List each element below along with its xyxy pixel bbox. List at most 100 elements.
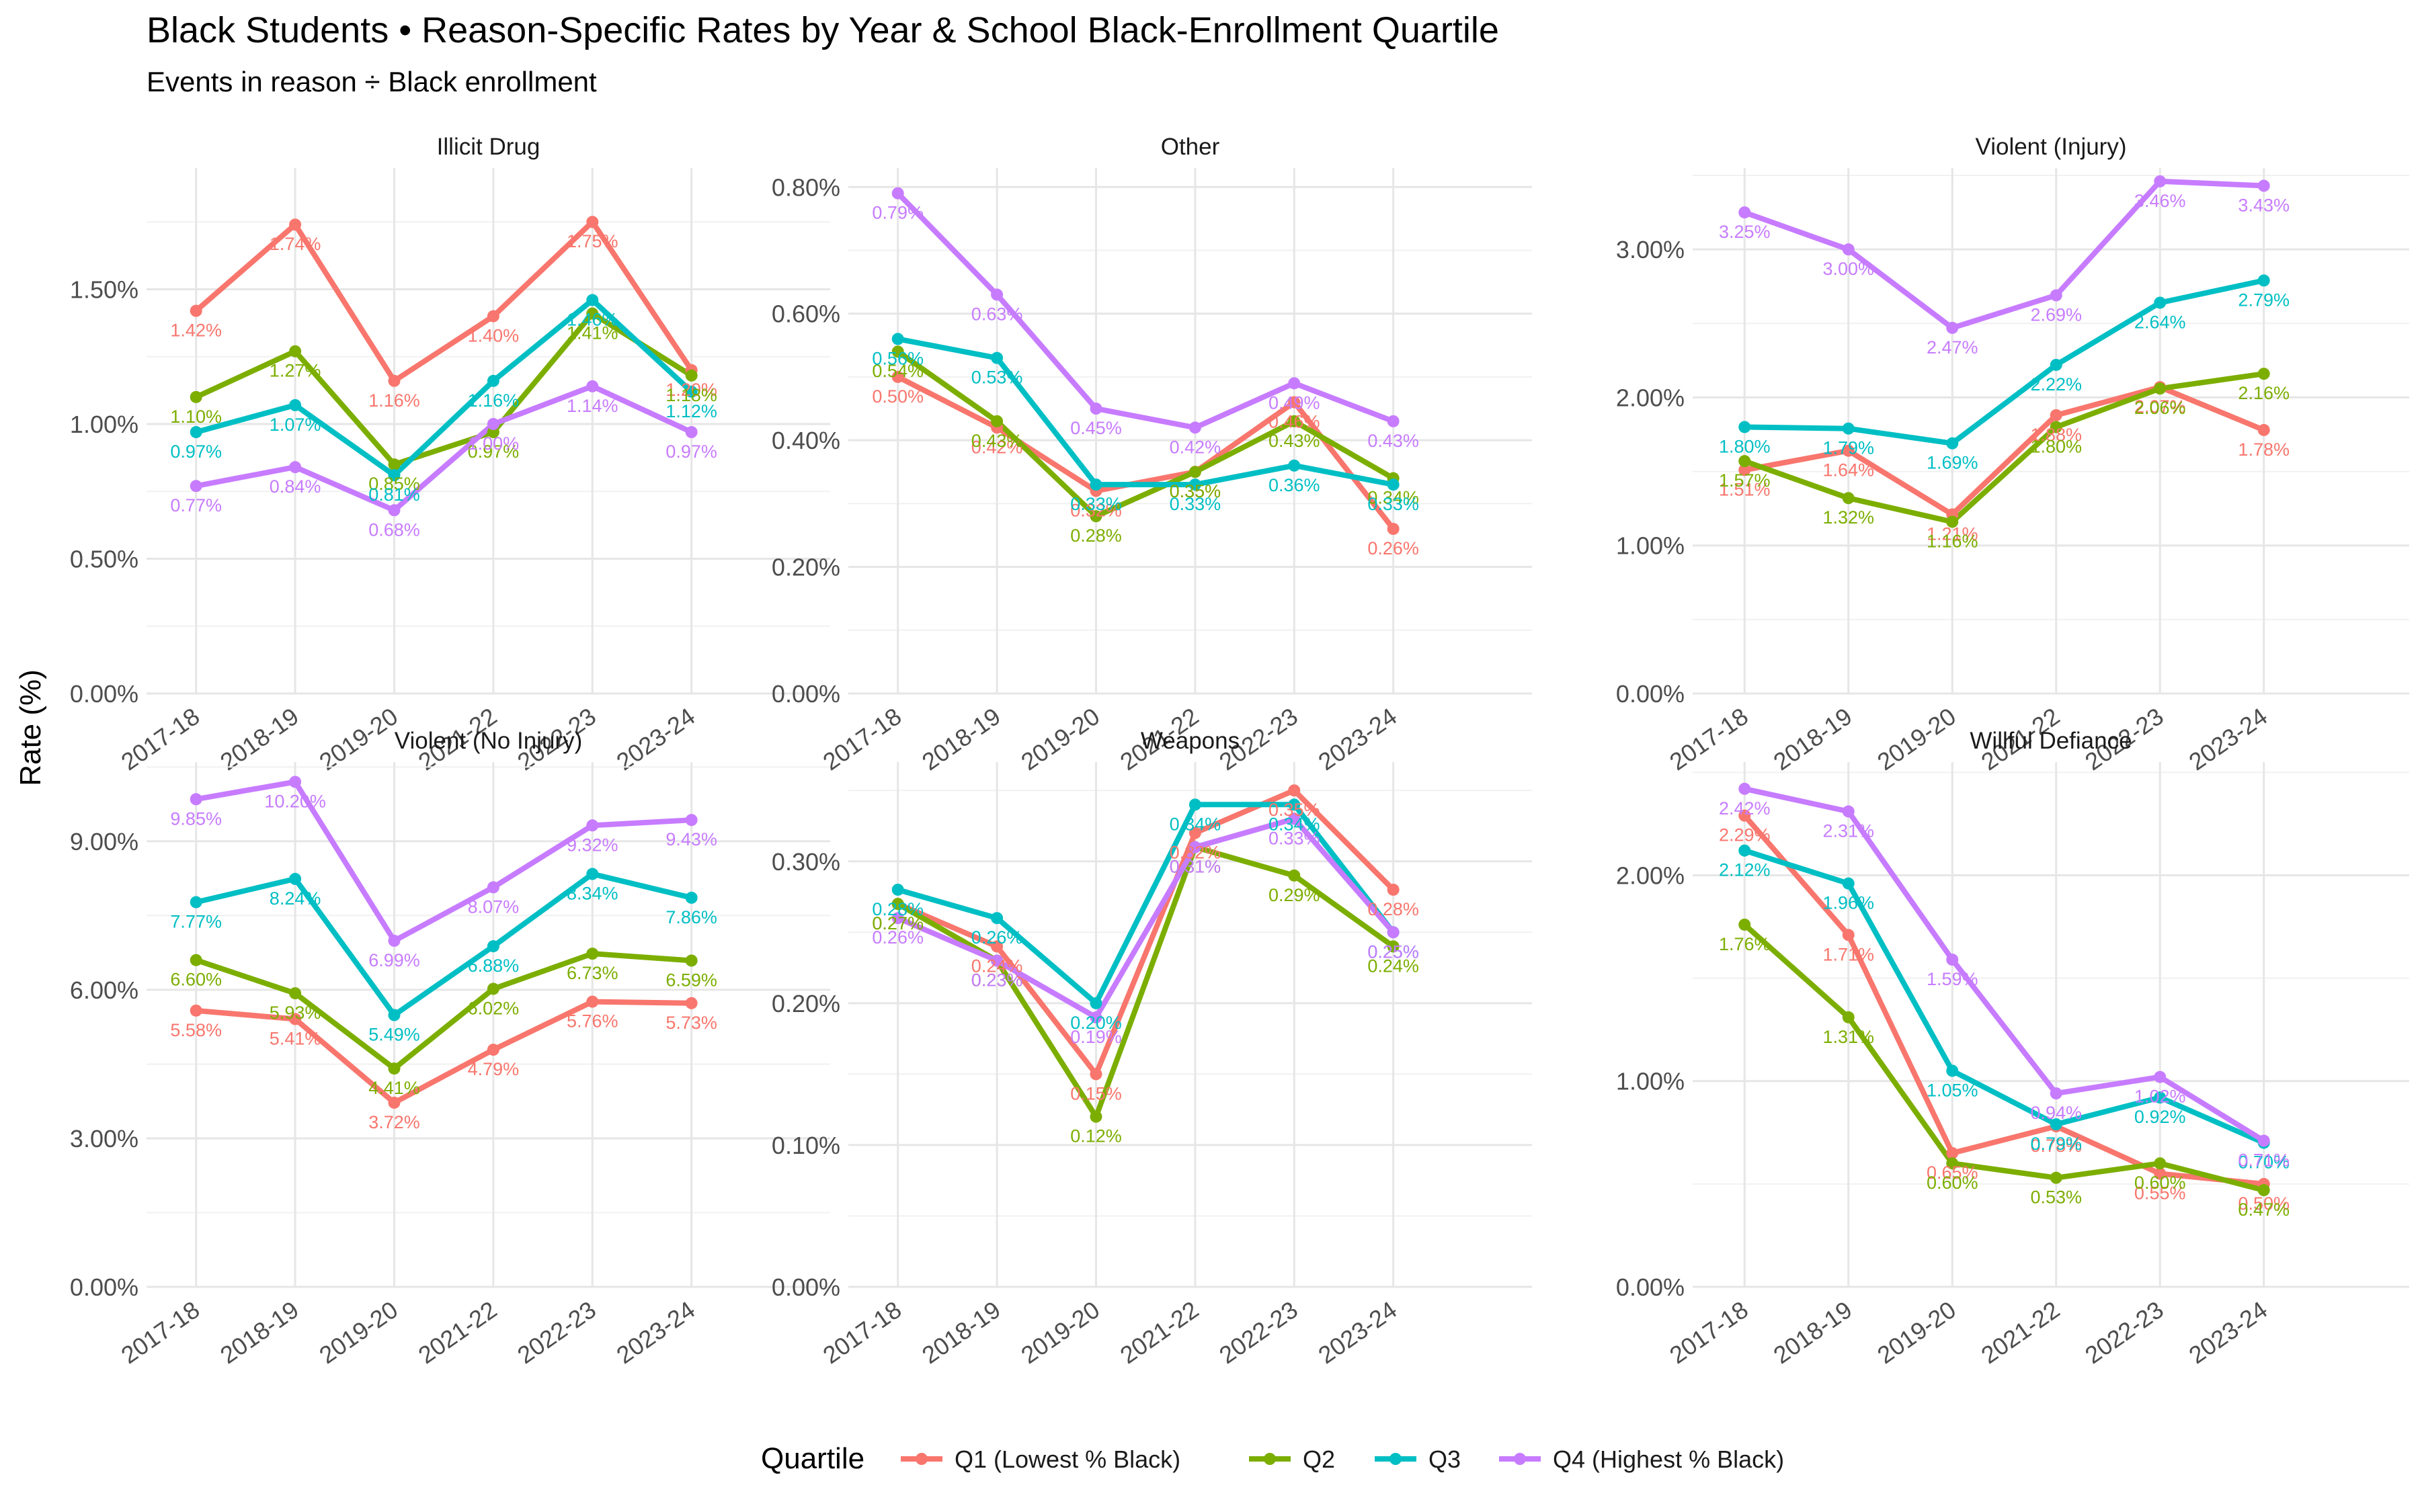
data-point — [685, 997, 698, 1009]
legend-item-q3: Q3 — [1375, 1445, 1461, 1473]
series-line-q4-highest-black — [193, 383, 694, 513]
data-label: 0.65% — [1927, 1163, 1978, 1183]
data-point — [190, 793, 202, 806]
data-label: 1.16% — [1927, 531, 1978, 551]
data-point — [586, 868, 599, 880]
data-point — [289, 1013, 302, 1025]
data-point — [190, 426, 202, 439]
series-line-q3 — [895, 802, 1396, 1006]
data-label: 0.27% — [872, 913, 924, 933]
data-label: 0.25% — [1367, 941, 1419, 962]
x-tick-label: 2017-18 — [818, 702, 907, 775]
x-tick-label: 2018-19 — [917, 702, 1006, 775]
y-tick-label: 2.00% — [1616, 862, 1685, 889]
data-label: 6.99% — [368, 950, 420, 970]
chart-subtitle: Events in reason ÷ Black enrollment — [147, 66, 597, 97]
data-point — [1842, 1011, 1855, 1023]
data-label: 6.60% — [170, 970, 222, 990]
data-label: 1.64% — [1822, 460, 1874, 480]
data-label: 1.80% — [1719, 436, 1771, 456]
y-tick-label: 0.10% — [772, 1132, 840, 1159]
y-tick-label: 1.00% — [1616, 532, 1685, 560]
data-label: 9.32% — [567, 835, 618, 855]
series-line-q2 — [193, 310, 694, 468]
x-tick-label: 2023-24 — [611, 1296, 700, 1369]
data-label: 0.63% — [971, 304, 1023, 324]
data-point — [891, 187, 904, 200]
data-label: 0.84% — [270, 476, 321, 497]
data-label: 0.50% — [2238, 1193, 2290, 1214]
panel-illicit-drug: 0.00% 0.50% 1.00% 1.50% 2017-18 2018-19 2019-2… — [70, 134, 830, 775]
panel-title: Weapons — [1141, 728, 1240, 754]
data-point — [1288, 415, 1301, 427]
data-label: 1.40% — [468, 326, 520, 346]
data-point — [388, 469, 401, 482]
data-label: 1.96% — [1822, 893, 1874, 913]
data-label: 10.20% — [264, 791, 326, 811]
data-label: 1.88% — [2030, 425, 2082, 445]
data-point — [1387, 883, 1400, 896]
data-label: 1.59% — [1927, 969, 1978, 989]
data-point — [487, 417, 499, 430]
y-tick-label: 0.20% — [772, 990, 840, 1017]
data-point — [487, 940, 499, 953]
data-point — [1842, 243, 1855, 256]
data-point — [891, 898, 904, 911]
data-label: 0.35% — [1170, 481, 1221, 501]
data-label: 1.51% — [1719, 479, 1771, 499]
series-line-q4-highest-black — [1742, 178, 2267, 331]
data-label: 0.94% — [2030, 1103, 2082, 1123]
data-label: 0.23% — [971, 970, 1023, 991]
data-point — [2257, 1184, 2270, 1197]
data-label: 0.15% — [1070, 1083, 1122, 1103]
data-point — [388, 1009, 401, 1021]
data-point — [487, 374, 499, 387]
data-label: 0.97% — [468, 442, 520, 462]
x-tick-label: 2022-23 — [2080, 1296, 2169, 1369]
data-point — [586, 307, 599, 320]
data-point — [487, 1044, 499, 1056]
data-label: 1.46% — [567, 310, 618, 330]
data-label: 0.60% — [1927, 1173, 1978, 1193]
x-tick-label: 2018-19 — [917, 1296, 1006, 1369]
data-point — [891, 333, 904, 345]
data-label: 1.42% — [170, 321, 222, 341]
data-label: 0.26% — [872, 927, 924, 948]
data-label: 0.81% — [368, 485, 420, 505]
x-tick-label: 2018-19 — [215, 702, 304, 775]
data-label: 1.12% — [666, 401, 717, 421]
series-line-q3 — [193, 297, 694, 478]
data-label: 5.58% — [170, 1020, 222, 1040]
panel-violent-no-injury: 0.00% 3.00% 6.00% 9.00% 2017-18 2018-19 2019-2… — [70, 728, 830, 1369]
legend-key-point — [1389, 1453, 1402, 1465]
data-point — [1288, 812, 1301, 825]
data-label: 1.32% — [1822, 507, 1874, 528]
series-line-q2 — [1742, 371, 2267, 525]
panel-other: 0.00%0.20%0.40%0.60%0.80%2017-18 2018-19 2… — [772, 134, 1532, 775]
data-label: 0.42% — [1170, 437, 1221, 457]
data-point — [586, 948, 599, 960]
data-point — [1738, 455, 1751, 468]
data-point — [487, 982, 499, 995]
data-point — [1090, 478, 1102, 491]
series-line-q1-lowest-black — [193, 219, 694, 384]
panel-title: Other — [1161, 134, 1220, 160]
panel-title: Violent (No Injury) — [395, 728, 582, 754]
data-label: 5.41% — [270, 1028, 321, 1048]
data-point — [991, 940, 1004, 953]
data-point — [190, 304, 202, 317]
series-line-q1-lowest-black — [193, 999, 694, 1105]
data-label: 0.46% — [1268, 412, 1320, 432]
series-line-q3 — [1742, 278, 2267, 446]
x-tick-label: 2023-24 — [2184, 702, 2273, 775]
data-label: 0.53% — [2030, 1187, 2082, 1208]
y-tick-label: 0.00% — [772, 680, 840, 708]
data-point — [2154, 1157, 2167, 1170]
data-point — [1188, 798, 1201, 811]
data-label: 2.42% — [1719, 798, 1771, 818]
data-point — [685, 385, 698, 398]
data-point — [1738, 809, 1751, 822]
y-tick-label: 0.30% — [772, 848, 840, 876]
data-point — [1387, 415, 1400, 427]
data-label: 1.18% — [666, 385, 717, 405]
